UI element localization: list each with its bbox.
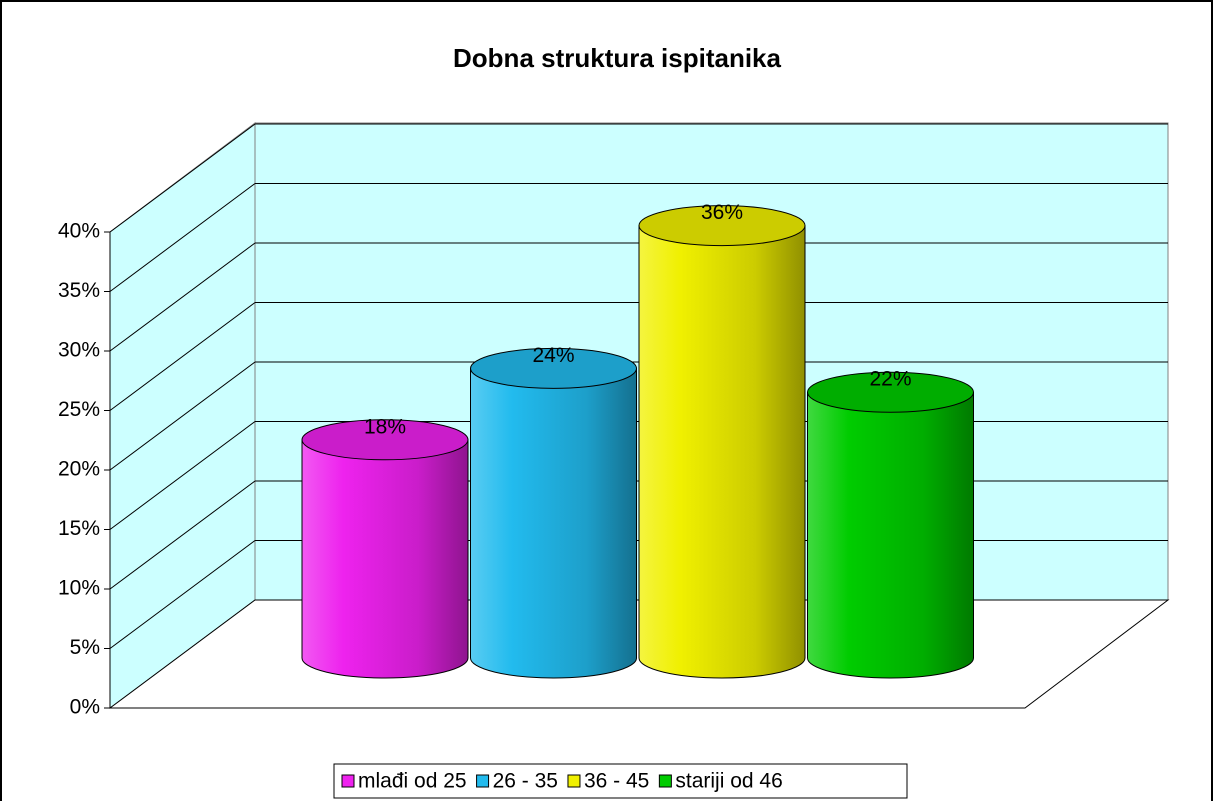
bar bbox=[470, 367, 637, 679]
grid-line bbox=[109, 540, 256, 649]
y-tick-label: 5% bbox=[70, 636, 100, 659]
bar-top bbox=[470, 347, 637, 389]
bar-top bbox=[807, 371, 974, 413]
legend-swatch bbox=[476, 774, 490, 788]
legend-swatch bbox=[658, 774, 672, 788]
legend-swatch bbox=[567, 774, 581, 788]
grid-line bbox=[109, 480, 256, 590]
y-tick-label: 0% bbox=[70, 696, 100, 719]
legend-label: 36 - 45 bbox=[584, 770, 649, 793]
y-tick-label: 40% bbox=[58, 220, 100, 243]
bar-top bbox=[301, 419, 469, 461]
grid-line bbox=[109, 183, 256, 292]
value-label: 18% bbox=[364, 415, 406, 438]
bar bbox=[301, 439, 469, 679]
chart-title: Dobna struktura ispitanika bbox=[453, 43, 781, 73]
value-label: 36% bbox=[701, 201, 743, 224]
grid-line bbox=[109, 361, 256, 471]
grid-line bbox=[109, 123, 256, 233]
grid-line bbox=[109, 421, 256, 530]
grid-line bbox=[109, 242, 256, 352]
y-tick-label: 25% bbox=[58, 398, 100, 421]
grid-line bbox=[109, 302, 256, 411]
legend bbox=[333, 763, 908, 799]
y-tick-label: 10% bbox=[58, 577, 100, 600]
legend-swatch bbox=[341, 774, 355, 788]
bar bbox=[638, 225, 806, 679]
legend-label: mlađi od 25 bbox=[358, 770, 467, 793]
y-tick-label: 20% bbox=[58, 458, 100, 481]
value-label: 24% bbox=[532, 344, 574, 367]
bar-top bbox=[638, 205, 806, 247]
legend-label: 26 - 35 bbox=[493, 770, 558, 793]
y-tick-label: 35% bbox=[58, 279, 100, 302]
y-tick-label: 15% bbox=[58, 517, 100, 540]
y-tick-label: 30% bbox=[58, 339, 100, 362]
legend-label: stariji od 46 bbox=[675, 770, 782, 793]
value-label: 22% bbox=[869, 368, 911, 391]
bar bbox=[807, 391, 974, 679]
